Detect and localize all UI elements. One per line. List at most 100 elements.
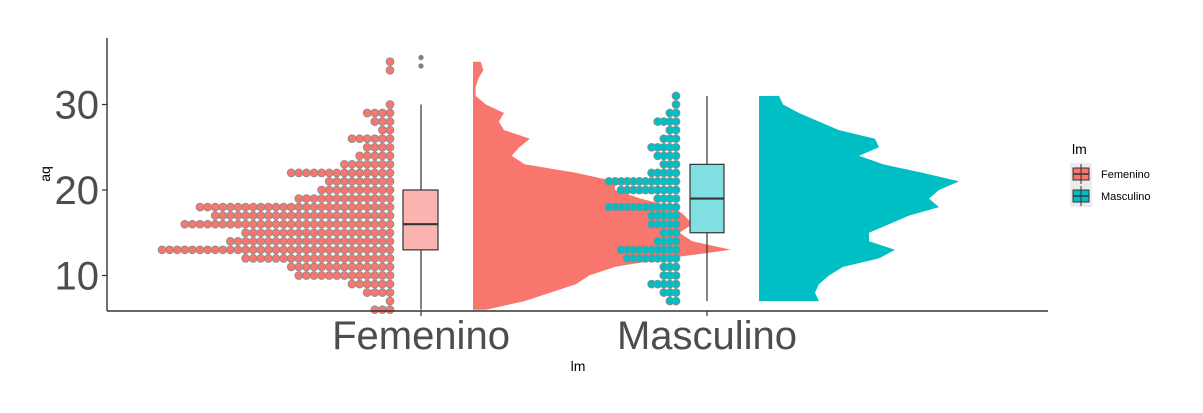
data-dot <box>378 228 387 238</box>
data-dot <box>302 211 311 220</box>
data-dot <box>302 262 311 272</box>
data-dot <box>385 271 395 280</box>
legend: lm Femenino Masculino <box>1070 141 1151 207</box>
outlier-point <box>418 63 424 69</box>
data-dot <box>324 245 334 255</box>
data-dot <box>370 236 380 246</box>
data-dot <box>385 202 395 212</box>
data-dot <box>385 100 395 109</box>
data-dot <box>248 236 258 246</box>
data-dot <box>378 117 387 126</box>
data-dot <box>218 211 228 220</box>
data-dot <box>378 168 387 178</box>
data-dot <box>324 254 334 263</box>
data-dot <box>340 219 349 229</box>
data-dot <box>256 202 266 212</box>
data-dot <box>378 142 387 152</box>
data-dot <box>294 245 304 255</box>
data-dot <box>332 236 342 246</box>
data-dot <box>317 194 326 203</box>
data-dot <box>355 134 364 144</box>
data-dot <box>355 236 364 246</box>
data-dot <box>671 91 681 101</box>
data-dot <box>324 219 334 229</box>
data-dot <box>264 202 273 212</box>
data-dot <box>248 228 258 238</box>
data-dot <box>385 279 395 289</box>
data-dot <box>309 194 319 203</box>
data-dot <box>317 236 326 246</box>
data-dot <box>317 211 326 220</box>
data-dot <box>264 245 273 255</box>
data-dot <box>347 262 357 272</box>
data-dot <box>271 228 281 238</box>
data-dot <box>385 177 395 186</box>
data-dot <box>332 177 342 186</box>
data-dot <box>233 202 243 212</box>
data-dot <box>362 262 372 272</box>
data-dot <box>256 211 266 220</box>
data-dot <box>347 202 357 212</box>
data-dot <box>286 219 296 229</box>
data-dot <box>385 305 395 315</box>
data-dot <box>332 211 342 220</box>
data-dot <box>317 202 326 212</box>
data-dot <box>233 219 243 229</box>
data-dot <box>355 202 364 212</box>
data-dot <box>647 142 656 152</box>
data-dot <box>362 254 372 263</box>
data-dot <box>210 202 220 212</box>
data-dot <box>332 219 342 229</box>
data-dot <box>378 279 387 289</box>
data-dot <box>340 262 349 272</box>
data-dot <box>659 262 669 272</box>
data-dot <box>264 254 273 263</box>
data-dot <box>370 254 380 263</box>
data-dot <box>332 194 342 203</box>
data-dot <box>362 236 372 246</box>
data-dot <box>355 228 364 238</box>
data-dot <box>317 228 326 238</box>
data-dot <box>279 236 288 246</box>
data-dot <box>355 194 364 203</box>
data-dot <box>370 117 380 126</box>
data-dot <box>362 228 372 238</box>
data-dot <box>647 219 656 229</box>
data-dot <box>370 305 380 315</box>
data-dot <box>286 254 296 263</box>
data-dot <box>279 219 288 229</box>
data-dot <box>241 211 250 220</box>
data-dot <box>172 245 182 255</box>
data-dot <box>226 219 235 229</box>
data-dot <box>378 219 387 229</box>
data-dot <box>378 211 387 220</box>
data-dot <box>370 228 380 238</box>
data-dot <box>332 228 342 238</box>
data-dot <box>332 271 342 280</box>
data-dot <box>218 219 228 229</box>
data-dot <box>362 279 372 289</box>
data-dot <box>378 151 387 161</box>
data-dot <box>355 159 364 169</box>
axes: 10 20 30 Femenino Masculino lm aq <box>37 38 1048 374</box>
data-dot <box>362 185 372 195</box>
data-dot <box>362 108 372 118</box>
x-tick-label: Femenino <box>332 314 510 358</box>
data-dot <box>271 202 281 212</box>
data-dot <box>347 228 357 238</box>
data-dot <box>355 245 364 255</box>
data-dot <box>370 168 380 178</box>
data-dot <box>324 228 334 238</box>
data-dot <box>370 108 380 118</box>
data-dot <box>340 185 349 195</box>
data-dot <box>332 245 342 255</box>
data-dot <box>378 194 387 203</box>
data-dot <box>294 211 304 220</box>
data-dot <box>653 151 663 161</box>
data-dot <box>347 177 357 186</box>
data-dot <box>241 219 250 229</box>
data-dot <box>241 245 250 255</box>
data-dot <box>324 211 334 220</box>
data-dot <box>233 236 243 246</box>
data-dot <box>378 236 387 246</box>
